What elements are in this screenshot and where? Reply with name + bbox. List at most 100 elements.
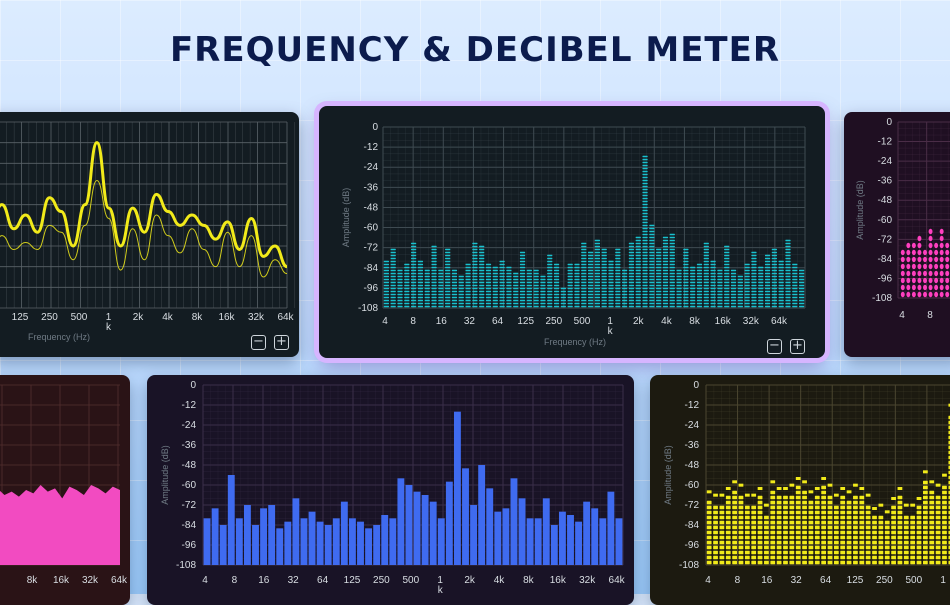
center-cyan-panel[interactable]: 0 -12 -24 -36 -48 -60 -72 -84 -96 -108 Amplitude (… xyxy=(319,106,825,358)
y-tick-label: -108 xyxy=(176,560,196,571)
y-tick-label: -48 xyxy=(878,195,893,206)
bar xyxy=(923,480,928,565)
peak-marker xyxy=(789,483,795,487)
x-tick-label: 4 xyxy=(899,310,905,321)
bar xyxy=(730,269,737,308)
bar xyxy=(560,287,566,308)
bar xyxy=(542,498,550,565)
bar xyxy=(519,251,526,308)
y-tick-label: -96 xyxy=(878,273,893,284)
bar xyxy=(472,242,478,308)
left-curve-chart: 125 250 500 1k 2k 4k 8k 16k 32k 64k Frequency (Hz) xyxy=(0,121,295,342)
bar xyxy=(725,495,731,565)
x-tick-label: 8k xyxy=(192,312,204,323)
bar xyxy=(770,490,776,565)
bar xyxy=(744,263,750,308)
bar xyxy=(706,500,712,565)
peak-marker xyxy=(948,403,950,407)
y-tick-label: -48 xyxy=(364,202,379,213)
bar xyxy=(260,508,268,565)
bar xyxy=(316,521,324,565)
bar xyxy=(219,525,227,565)
bar xyxy=(608,260,614,308)
y-axis-label: Amplitude (dB) xyxy=(341,188,351,248)
bar xyxy=(821,485,827,565)
bar xyxy=(802,490,807,565)
bar xyxy=(923,249,927,298)
x-tick-label: 32k xyxy=(579,575,596,586)
y-axis-label: Amplitude (dB) xyxy=(855,180,865,240)
bar xyxy=(499,260,505,308)
x-tick-label: 8 xyxy=(410,316,416,327)
x-tick-label: 32 xyxy=(288,575,300,586)
bar xyxy=(776,495,782,565)
bar xyxy=(462,468,469,565)
bar xyxy=(235,518,243,565)
bar xyxy=(814,495,820,565)
bar xyxy=(506,266,512,308)
bar xyxy=(853,495,858,565)
bar xyxy=(383,260,390,308)
bar xyxy=(897,495,903,565)
bar xyxy=(203,518,211,565)
x-tick-label: 16 xyxy=(258,575,270,586)
bar xyxy=(827,495,833,565)
x-tick-label: 125 xyxy=(517,316,534,327)
peak-marker xyxy=(751,493,757,497)
zoom-in-button[interactable]: + xyxy=(274,335,289,350)
bar xyxy=(945,242,950,298)
zoom-in-button[interactable]: + xyxy=(790,339,805,354)
x-tick-label: 32k xyxy=(743,316,760,327)
bar xyxy=(583,501,591,565)
x-tick-label: 1 xyxy=(607,316,613,327)
x-tick-label: 500 xyxy=(402,575,419,586)
y-tick-label: 0 xyxy=(886,117,892,128)
bar xyxy=(581,242,587,308)
bar xyxy=(911,242,916,298)
peak-marker xyxy=(706,490,712,494)
bar xyxy=(308,511,316,565)
x-tick-label: 32k xyxy=(248,312,265,323)
y-axis-label: Amplitude (dB) xyxy=(160,445,170,505)
peak-marker xyxy=(725,487,731,490)
bar xyxy=(846,500,852,565)
bar xyxy=(357,521,364,565)
curve-series-line xyxy=(0,180,288,278)
x-tick-label: 1 xyxy=(940,575,946,586)
peak-marker xyxy=(713,493,718,497)
bar xyxy=(227,475,235,565)
zoom-out-button[interactable]: − xyxy=(767,339,782,354)
peak-marker xyxy=(757,487,763,490)
bar xyxy=(840,495,846,565)
x-tick-label: 1 xyxy=(437,575,443,586)
y-tick-label: -36 xyxy=(182,440,197,451)
zoom-out-button[interactable]: − xyxy=(251,335,266,350)
peak-marker xyxy=(865,493,871,497)
bottom-right-yellow-panel: 0 -12 -24 -36 -48 -60 -72 -84 -96 -108 Amplitude (… xyxy=(650,375,950,605)
bar xyxy=(451,269,458,308)
peak-marker xyxy=(910,503,916,507)
bottom-left-pink-chart: 8k 16k 32k 64k xyxy=(0,384,128,586)
bar xyxy=(669,233,675,308)
bar xyxy=(574,263,580,308)
peak-marker xyxy=(935,483,941,487)
x-axis-label: Frequency (Hz) xyxy=(28,332,90,342)
x-tick-label: 8k xyxy=(523,575,535,586)
bar xyxy=(642,155,648,308)
x-tick-label: 32k xyxy=(82,575,99,586)
y-tick-label: -108 xyxy=(872,293,892,304)
y-tick-label: -12 xyxy=(878,137,893,148)
bar xyxy=(478,465,486,565)
right-pink-chart: 0 -12 -24 -36 -48 -60 -72 -84 -96 -108 Amplitude (… xyxy=(855,117,950,321)
y-tick-label: -72 xyxy=(364,243,379,254)
x-tick-label: 16k xyxy=(218,312,235,323)
bar xyxy=(492,266,498,308)
bottom-center-blue-chart: 0 -12 -24 -36 -48 -60 -72 -84 -96 -108 Amplitude (… xyxy=(160,380,626,596)
y-tick-label: -24 xyxy=(182,420,197,431)
x-tick-label: 4k xyxy=(494,575,506,586)
y-tick-label: -12 xyxy=(364,142,379,153)
bar xyxy=(724,245,730,308)
bar xyxy=(662,236,669,308)
bar xyxy=(751,251,757,308)
bar xyxy=(713,505,718,565)
